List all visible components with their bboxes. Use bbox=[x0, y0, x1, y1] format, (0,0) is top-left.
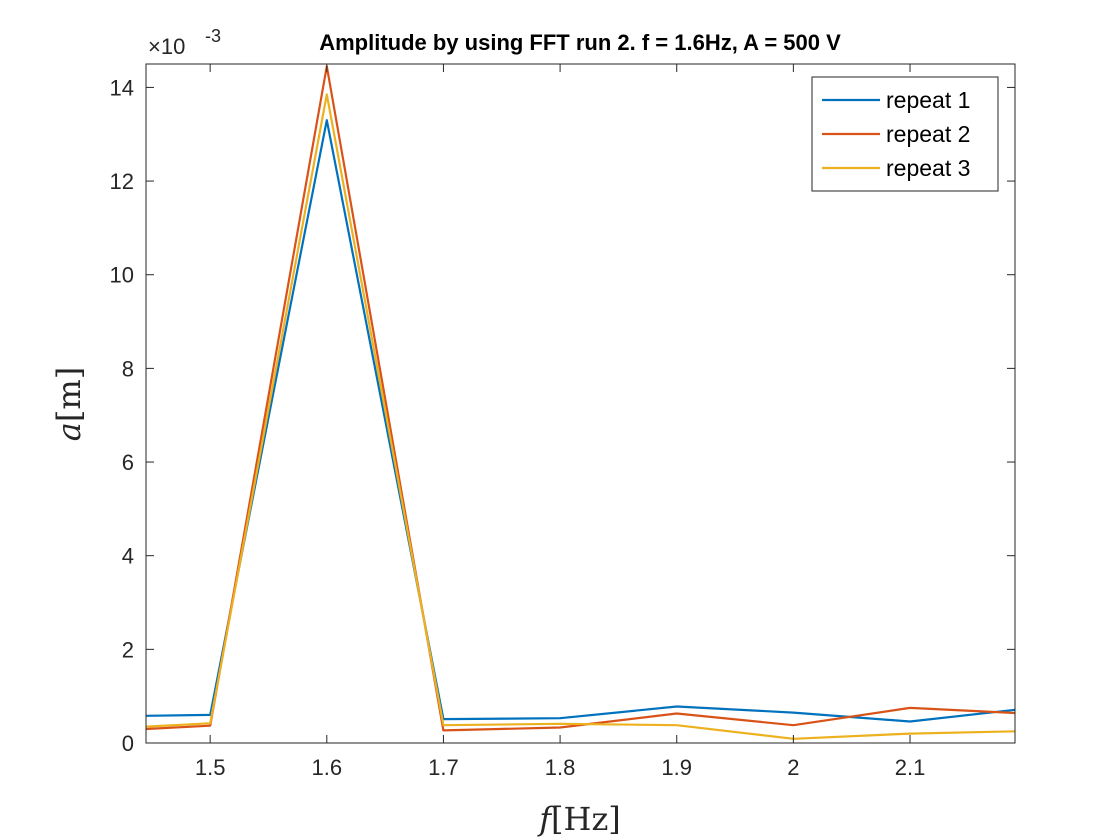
y-exponent-power: -3 bbox=[205, 26, 221, 46]
y-tick-label: 4 bbox=[122, 544, 134, 569]
x-tick-label: 1.9 bbox=[661, 755, 692, 780]
x-tick-label: 2.1 bbox=[895, 755, 926, 780]
chart-title: Amplitude by using FFT run 2. f = 1.6Hz,… bbox=[319, 30, 841, 55]
y-tick-label: 0 bbox=[122, 731, 134, 756]
y-tick-label: 8 bbox=[122, 356, 134, 381]
y-exponent-label: ×10 -3 bbox=[148, 26, 221, 59]
x-tick-label: 2 bbox=[787, 755, 799, 780]
y-tick-label: 14 bbox=[110, 75, 134, 100]
series-line-2 bbox=[145, 65, 1016, 732]
y-tick-label: 10 bbox=[110, 263, 134, 288]
legend-label-3: repeat 3 bbox=[886, 155, 970, 181]
tick-label-layer: 1.5 1.6 1.7 1.8 1.9 2 2.1 0 2 4 6 8 10 12 14 bbox=[110, 75, 926, 780]
y-exponent-base: ×10 bbox=[148, 34, 185, 59]
legend: repeat 1 repeat 2 repeat 3 bbox=[811, 76, 999, 192]
x-tick-label: 1.5 bbox=[195, 755, 226, 780]
y-axis-label-unit: [m] bbox=[50, 367, 88, 422]
axes-layer bbox=[145, 63, 1016, 744]
series-line-3 bbox=[145, 93, 1016, 740]
series-layer bbox=[145, 65, 1016, 740]
x-axis-label-unit: [Hz] bbox=[551, 800, 621, 838]
legend-label-2: repeat 2 bbox=[886, 121, 970, 147]
axes-box bbox=[145, 63, 1016, 744]
y-axis-label: a[m] bbox=[50, 367, 88, 441]
x-tick-label: 1.6 bbox=[312, 755, 343, 780]
legend-label-1: repeat 1 bbox=[886, 87, 970, 113]
x-tick-label: 1.8 bbox=[545, 755, 576, 780]
y-tick-label: 6 bbox=[122, 450, 134, 475]
x-axis-label: f[Hz] bbox=[537, 800, 621, 838]
y-tick-label: 2 bbox=[122, 637, 134, 662]
y-axis-label-variable: a bbox=[50, 422, 88, 441]
y-tick-label: 12 bbox=[110, 169, 134, 194]
x-tick-label: 1.7 bbox=[428, 755, 459, 780]
